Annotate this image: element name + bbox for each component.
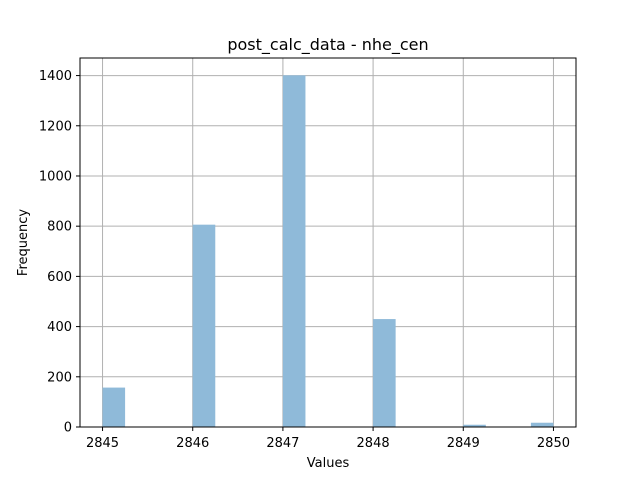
y-axis-label: Frequency bbox=[16, 209, 31, 276]
y-tick-label: 800 bbox=[47, 220, 72, 235]
histogram-bar bbox=[373, 319, 396, 427]
x-tick-label: 2849 bbox=[447, 436, 480, 451]
histogram-bar bbox=[192, 224, 216, 427]
y-tick-label: 400 bbox=[47, 320, 72, 335]
x-tick-label: 2848 bbox=[357, 436, 390, 451]
y-tick-label: 1400 bbox=[39, 69, 72, 84]
y-tick-label: 1200 bbox=[39, 119, 72, 134]
y-axis-ticks: 0 200 400 600 800 1000 1200 1400 bbox=[39, 69, 80, 436]
y-tick-label: 0 bbox=[64, 421, 72, 436]
histogram-bar bbox=[282, 75, 306, 428]
histogram-bar bbox=[530, 422, 554, 427]
x-axis-ticks: 2845 2846 2847 2848 2849 2850 bbox=[86, 427, 570, 451]
x-tick-label: 2845 bbox=[86, 436, 119, 451]
x-tick-label: 2846 bbox=[176, 436, 209, 451]
x-tick-label: 2847 bbox=[266, 436, 299, 451]
grid-lines bbox=[80, 58, 576, 428]
histogram-bar bbox=[463, 424, 486, 427]
plot-frame bbox=[79, 57, 577, 428]
x-tick-label: 2850 bbox=[537, 436, 570, 451]
y-tick-label: 200 bbox=[47, 370, 72, 385]
chart-title: post_calc_data - nhe_cen bbox=[227, 35, 428, 55]
y-tick-label: 600 bbox=[47, 270, 72, 285]
x-axis-label: Values bbox=[307, 456, 350, 471]
y-tick-label: 1000 bbox=[39, 169, 72, 184]
histogram-bar bbox=[102, 387, 126, 427]
bars bbox=[102, 75, 554, 428]
